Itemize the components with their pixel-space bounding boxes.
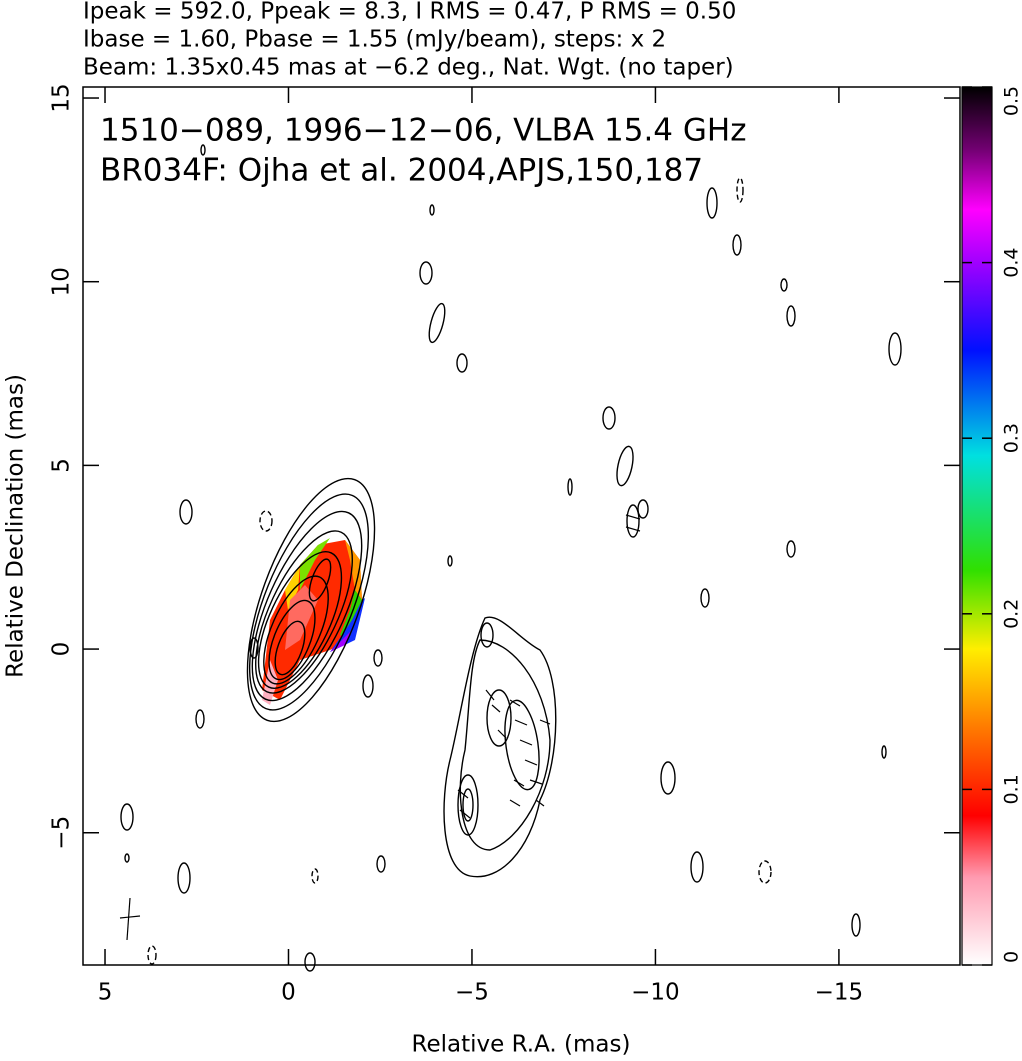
x-tick-label: 5 — [98, 980, 113, 1006]
x-tick-label: 0 — [281, 980, 296, 1006]
annotation: 1510−089, 1996−12−06, VLBA 15.4 GHz — [100, 113, 746, 149]
annotation: BR034F: Ojha et al. 2004,APJS,150,187 — [100, 153, 703, 189]
y-axis-label: Relative Declination (mas) — [3, 374, 29, 678]
colorbar-tick-label: 0.1 — [1001, 774, 1022, 804]
y-tick-label: 15 — [49, 83, 75, 112]
colorbar-tick-label: 0 — [1001, 951, 1022, 963]
header-line: Ibase = 1.60, Pbase = 1.55 (mJy/beam), s… — [83, 27, 666, 53]
header-line: Beam: 1.35x0.45 mas at −6.2 deg., Nat. W… — [83, 55, 734, 81]
x-axis-label: Relative R.A. (mas) — [412, 1032, 631, 1058]
x-tick-label: −10 — [631, 980, 680, 1006]
contours — [120, 144, 902, 972]
x-tick-label: −5 — [455, 980, 489, 1006]
polarization-vectors — [119, 514, 641, 941]
colorbar-tick-label: 0.4 — [1001, 247, 1022, 277]
colorbar-tick-label: 0.3 — [1001, 423, 1022, 453]
plot-frame — [82, 86, 961, 966]
y-tick-label: −5 — [49, 816, 75, 850]
y-tick-label: 10 — [49, 267, 75, 296]
y-tick-label: 5 — [49, 458, 75, 473]
x-tick-label: −15 — [815, 980, 864, 1006]
colorbar — [961, 86, 993, 966]
colorbar-tick-label: 0.2 — [1001, 599, 1022, 629]
colorbar-tick-label: 0.5 — [1001, 86, 1022, 116]
y-tick-label: 0 — [49, 642, 75, 657]
header-line: Ipeak = 592.0, Ppeak = 8.3, I RMS = 0.47… — [83, 0, 736, 25]
